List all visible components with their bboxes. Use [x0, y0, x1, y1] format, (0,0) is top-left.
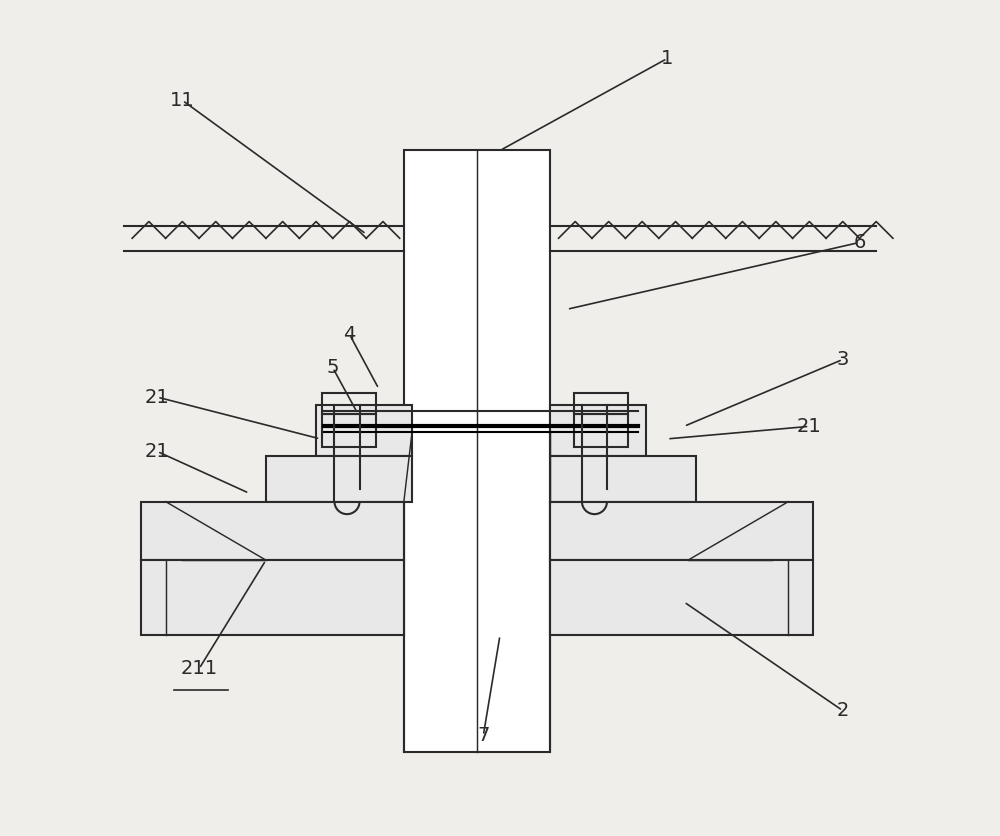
Text: 6: 6 — [853, 233, 866, 252]
Bar — [574, 393, 628, 414]
Text: 21: 21 — [145, 442, 170, 461]
Text: 211: 211 — [180, 660, 218, 678]
Bar — [266, 456, 412, 502]
Text: 21: 21 — [797, 417, 822, 436]
Bar — [574, 414, 628, 447]
Bar — [322, 414, 376, 447]
Text: 2: 2 — [837, 701, 849, 720]
Bar — [316, 405, 412, 456]
Text: 1: 1 — [661, 49, 673, 68]
Text: 7: 7 — [477, 726, 489, 745]
Text: 21: 21 — [145, 388, 170, 406]
Text: 3: 3 — [837, 350, 849, 369]
Bar — [550, 502, 813, 560]
Text: 4: 4 — [343, 325, 356, 344]
Bar — [550, 560, 813, 635]
Bar — [550, 456, 696, 502]
Bar — [141, 502, 404, 560]
Bar — [550, 405, 646, 456]
Bar — [404, 150, 550, 752]
Text: 11: 11 — [170, 91, 195, 110]
Bar — [322, 393, 376, 414]
Text: 5: 5 — [327, 359, 339, 377]
Bar — [141, 560, 404, 635]
